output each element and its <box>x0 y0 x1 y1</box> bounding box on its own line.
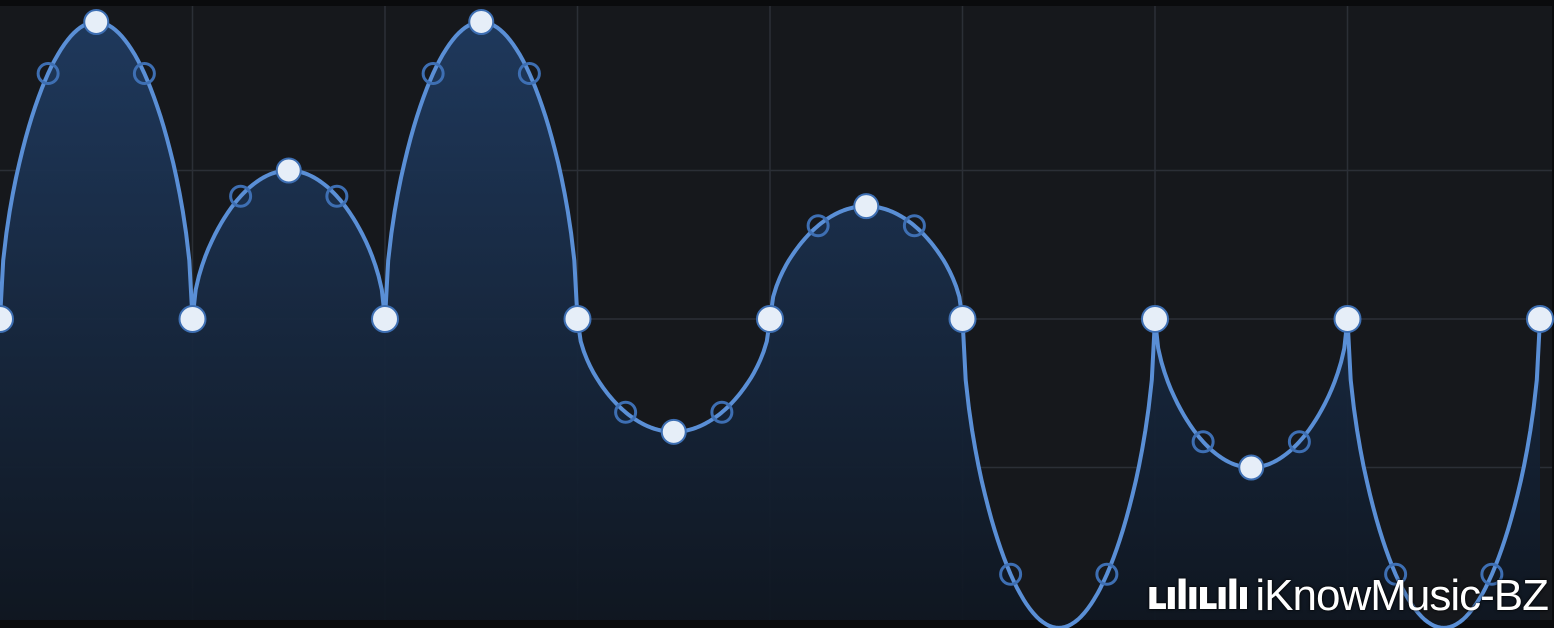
curve-handle[interactable] <box>132 62 156 86</box>
curve-handle[interactable] <box>902 214 926 238</box>
curve-handle[interactable] <box>1384 562 1408 586</box>
envelope-node[interactable] <box>948 305 977 333</box>
curve-handle[interactable] <box>229 184 253 208</box>
envelope-node[interactable] <box>756 305 784 333</box>
curve-peak-node[interactable] <box>83 9 110 35</box>
watermark-text: iKnowMusic-BZ <box>1255 571 1549 620</box>
curve-handle[interactable] <box>421 62 445 86</box>
curve-handle[interactable] <box>517 62 541 86</box>
curve-peak-node[interactable] <box>1238 454 1265 481</box>
envelope-node[interactable] <box>178 305 207 333</box>
curve-handle[interactable] <box>325 184 349 208</box>
curve-handle[interactable] <box>614 400 638 424</box>
curve-handle[interactable] <box>1287 430 1311 454</box>
envelope-node[interactable] <box>0 305 14 333</box>
curve-peak-node[interactable] <box>853 193 880 220</box>
bilibili-logo: ʟılıʟılı <box>1145 573 1250 619</box>
envelope-node[interactable] <box>1333 305 1362 333</box>
envelope-node[interactable] <box>371 305 399 333</box>
watermark: ʟılıʟılı iKnowMusic-BZ <box>1145 566 1549 626</box>
curve-handle[interactable] <box>710 400 734 424</box>
curve-peak-node[interactable] <box>468 9 495 35</box>
envelope-node[interactable] <box>1141 305 1169 333</box>
curve-handle[interactable] <box>36 62 60 86</box>
curve-peak-node[interactable] <box>275 157 302 184</box>
curve-handle[interactable] <box>806 214 830 238</box>
curve-handle[interactable] <box>1191 430 1215 454</box>
curve-peak-node[interactable] <box>660 418 687 445</box>
curve-handle[interactable] <box>1480 562 1504 586</box>
curve-handle[interactable] <box>1095 562 1119 586</box>
envelope-node[interactable] <box>1526 305 1554 333</box>
envelope-node[interactable] <box>563 305 592 333</box>
curve-handle[interactable] <box>999 562 1023 586</box>
